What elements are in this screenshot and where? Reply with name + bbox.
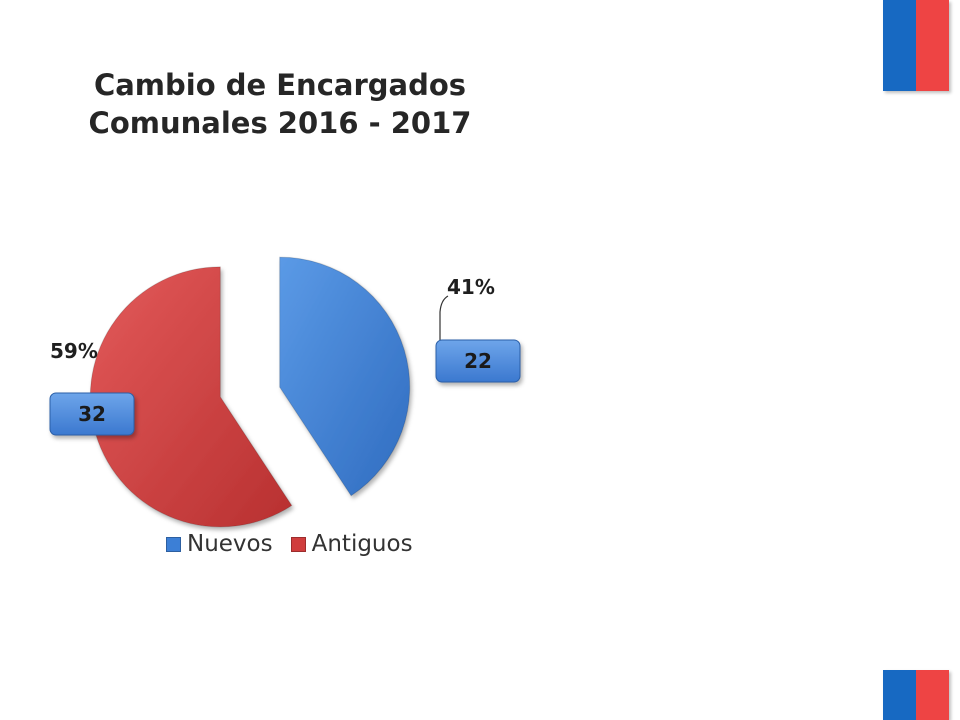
legend-item-antiguos: Antiguos	[290, 531, 413, 557]
chart-title-line-1: Cambio de Encargados	[93, 68, 467, 102]
legend-swatch-nuevos	[166, 536, 181, 552]
legend-item-nuevos: Nuevos	[166, 531, 273, 557]
value-label-nuevos: 22	[464, 349, 492, 373]
chart-title-line-2: Comunales 2016 - 2017	[88, 106, 472, 140]
pie-slice-nuevos	[279, 256, 411, 497]
chile-flag-top-decoration	[883, 0, 949, 91]
legend-label-antiguos: Antiguos	[311, 531, 413, 557]
legend-swatch-antiguos	[290, 536, 306, 552]
percent-label-antiguos: 59%	[50, 339, 98, 363]
value-box-antiguos	[49, 392, 135, 436]
legend-label-nuevos: Nuevos	[187, 531, 273, 557]
leader-line-nuevos	[439, 295, 449, 340]
chile-flag-bottom-decoration	[883, 670, 949, 720]
value-label-antiguos: 32	[78, 402, 106, 426]
chart-legend: Nuevos Antiguos	[166, 531, 413, 557]
percent-label-nuevos: 41%	[447, 275, 495, 299]
value-box-nuevos	[435, 339, 521, 383]
chart-title: Cambio de Encargados Comunales 2016 - 20…	[50, 66, 510, 142]
